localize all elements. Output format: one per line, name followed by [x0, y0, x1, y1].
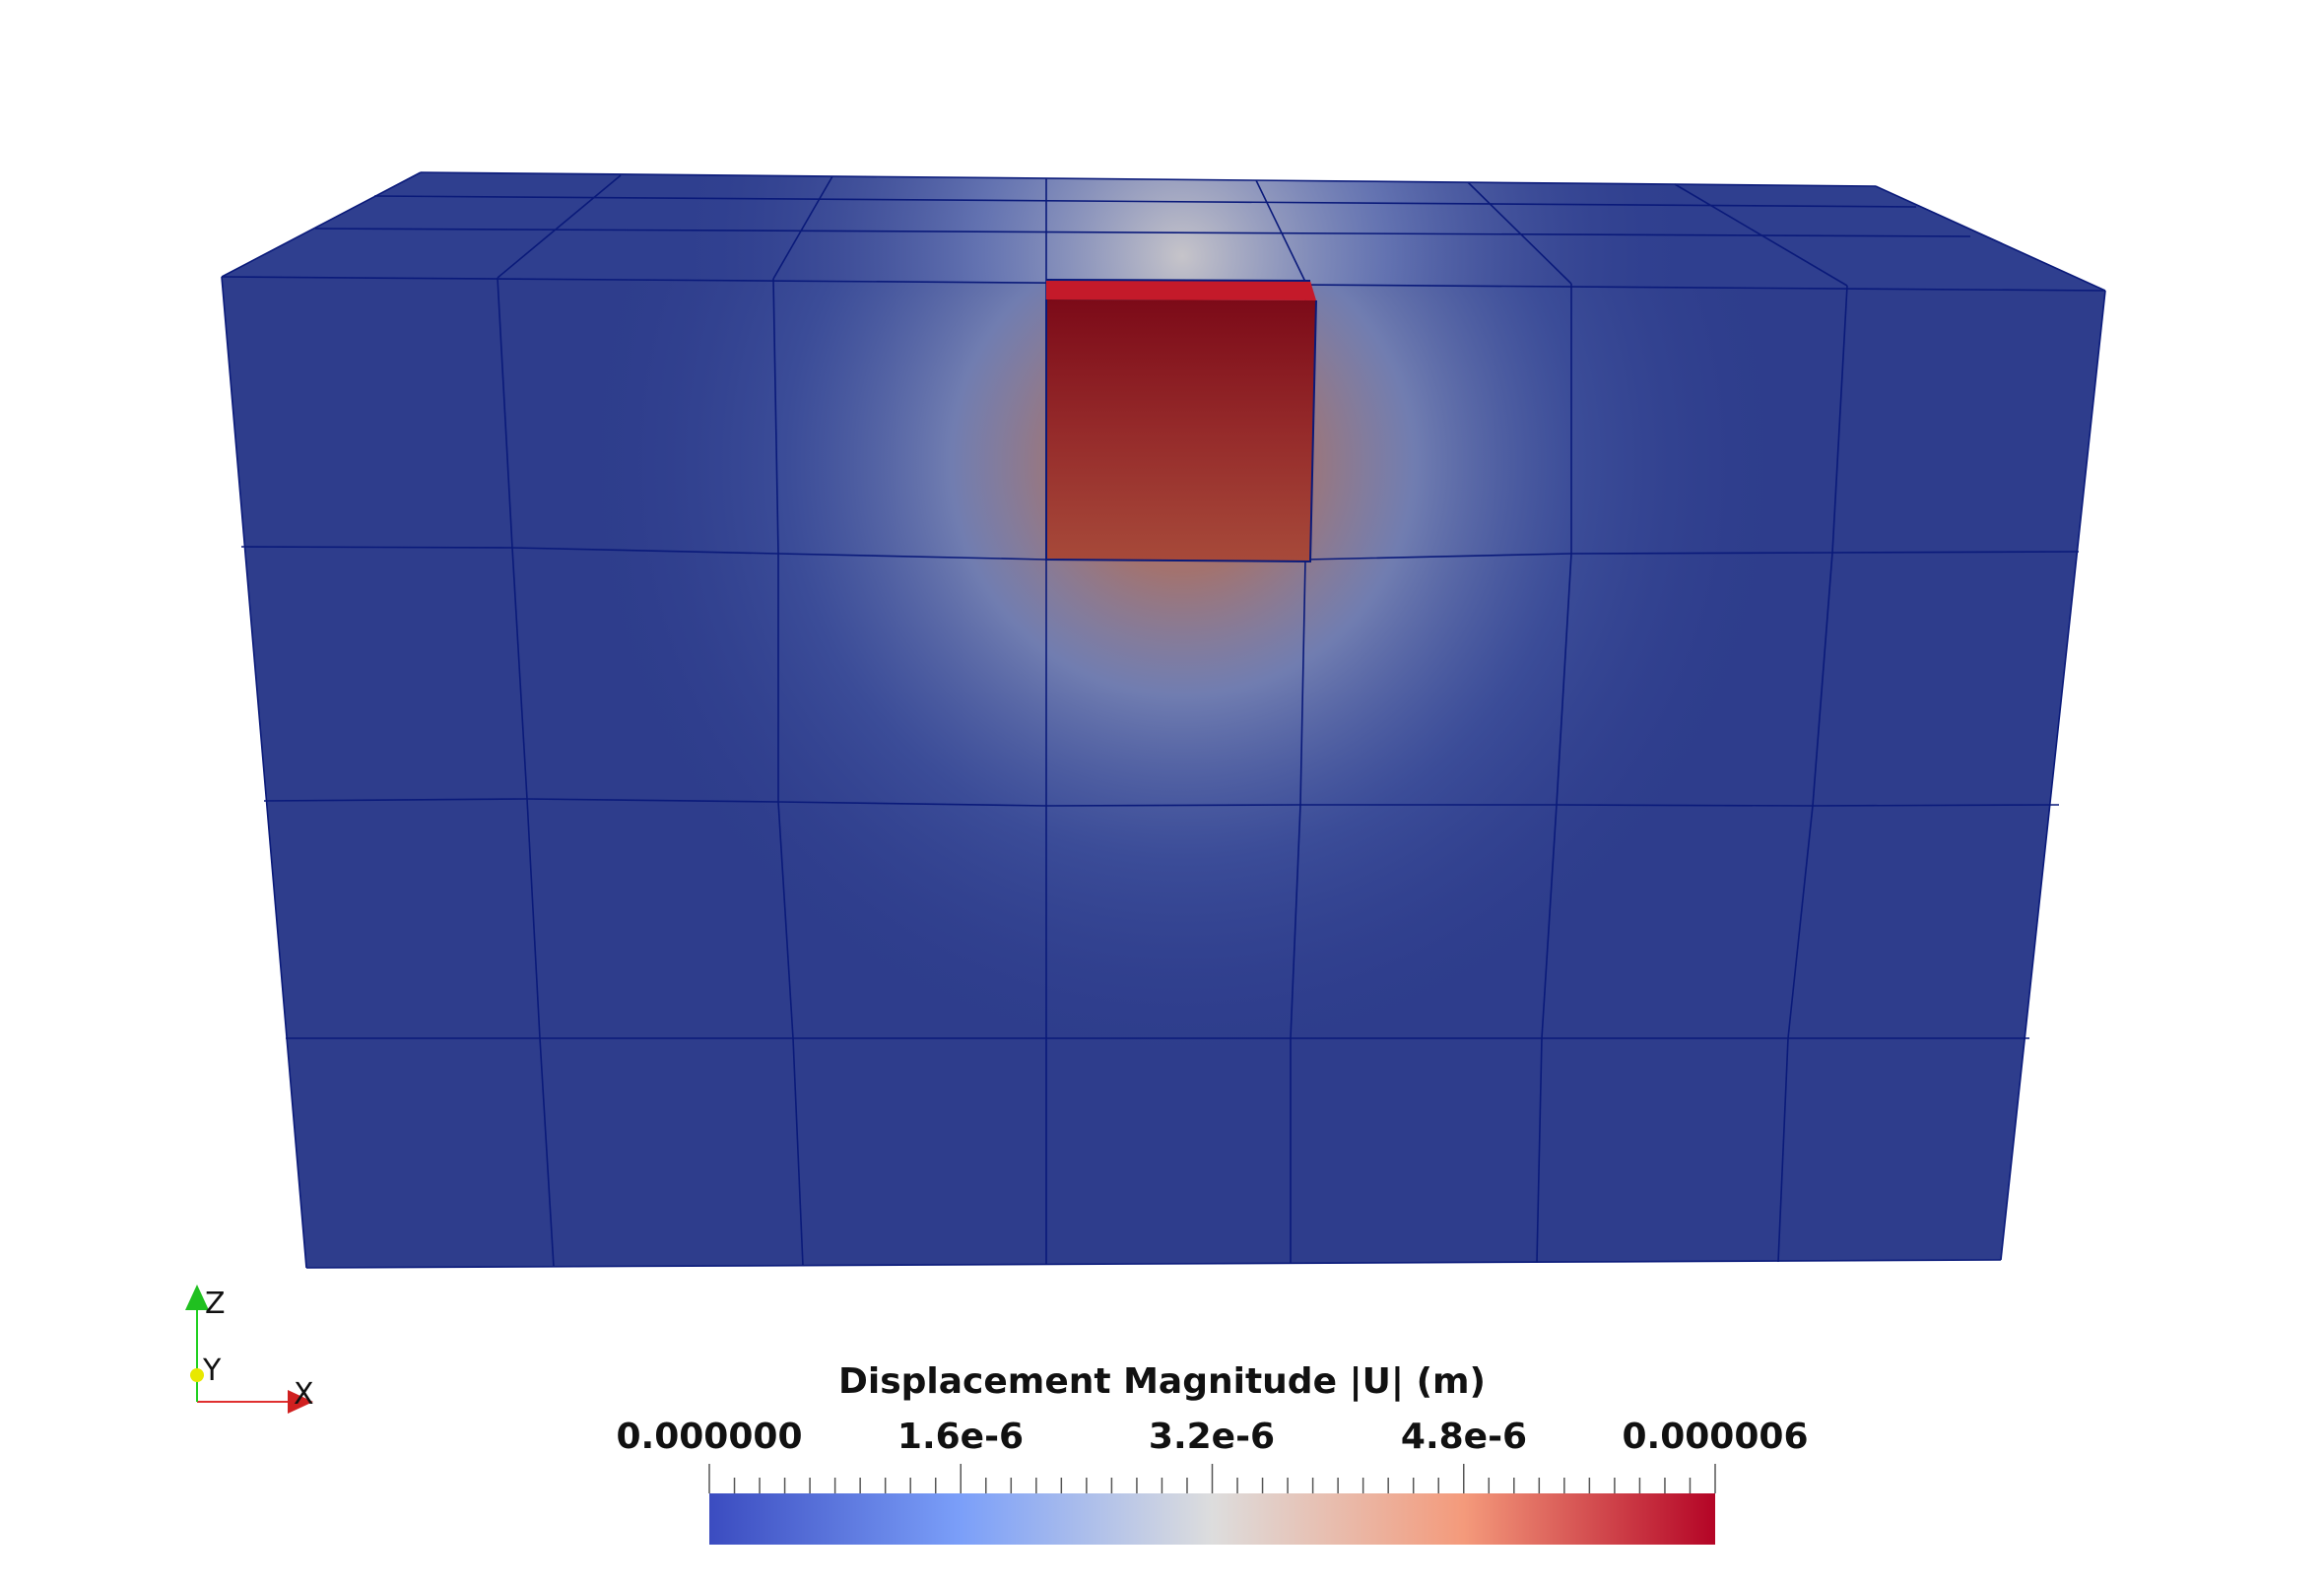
x-axis-label: X — [294, 1377, 314, 1412]
mesh-front-face — [222, 277, 2105, 1268]
colorbar-tick-label: 1.6e-6 — [896, 1417, 1025, 1457]
z-axis-label: Z — [205, 1287, 226, 1321]
colorbar — [708, 1464, 1716, 1545]
z-axis-arrow-icon — [185, 1285, 209, 1310]
orientation-axes — [185, 1285, 313, 1414]
y-axis-label: Y — [203, 1354, 222, 1388]
mesh-top-face — [222, 172, 2105, 291]
colorbar-gradient — [709, 1493, 1715, 1545]
colorbar-title: Displacement Magnitude |U| (m) — [838, 1361, 1486, 1402]
colorbar-tick-label: 0.000006 — [1622, 1417, 1809, 1457]
y-axis-dot-icon — [190, 1368, 204, 1382]
colorbar-tick-label: 4.8e-6 — [1400, 1417, 1528, 1457]
colorbar-tick-label: 0.000000 — [616, 1417, 803, 1457]
loaded-block — [1045, 279, 1317, 563]
x-axis-arrow-icon — [288, 1390, 313, 1414]
colorbar-tick-label: 3.2e-6 — [1148, 1417, 1276, 1457]
